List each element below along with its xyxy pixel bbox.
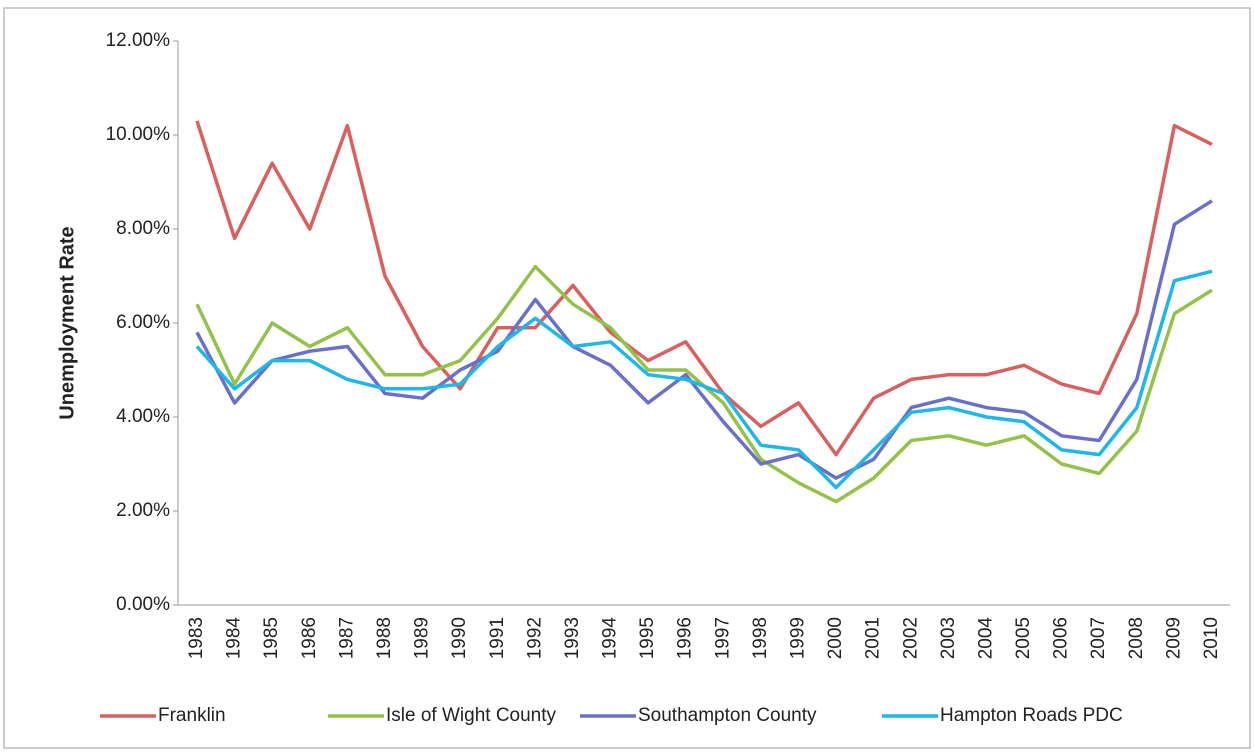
x-tick-label: 1999 [787, 617, 808, 659]
x-tick-label: 2009 [1163, 617, 1184, 659]
chart-frame [3, 7, 1251, 749]
series-line [195, 120, 1213, 457]
x-tick-label: 2007 [1088, 617, 1109, 659]
x-tick-label: 2004 [975, 617, 996, 660]
y-axis-label: Unemployment Rate [56, 226, 78, 419]
x-tick-label: 2010 [1201, 617, 1222, 659]
x-tick-label: 2008 [1126, 617, 1147, 659]
x-tick-label: 1995 [637, 617, 658, 659]
x-tick-label: 1993 [562, 617, 583, 659]
legend-label: Isle of Wight County [386, 705, 557, 726]
legend-label: Franklin [158, 705, 226, 726]
y-tick-label: 10.00% [106, 124, 171, 145]
series-line [195, 269, 1213, 490]
y-tick-label: 4.00% [116, 406, 170, 427]
x-tick-label: 1985 [261, 617, 282, 659]
x-tick-label: 2002 [900, 617, 921, 659]
y-tick-label: 2.00% [116, 500, 170, 521]
x-tick-label: 1986 [299, 617, 320, 659]
legend-label: Hampton Roads PDC [940, 705, 1123, 726]
x-tick-label: 1992 [524, 617, 545, 659]
x-tick-label: 1988 [374, 617, 395, 659]
x-tick-label: 1987 [336, 617, 357, 659]
y-tick-label: 12.00% [106, 30, 171, 51]
x-tick-label: 1984 [224, 617, 245, 660]
x-tick-label: 1997 [712, 617, 733, 659]
series-line [195, 199, 1213, 480]
x-tick-label: 1994 [600, 617, 621, 660]
x-tick-label: 2003 [938, 617, 959, 659]
legend-label: Southampton County [638, 705, 817, 726]
x-tick-label: 2006 [1051, 617, 1072, 659]
x-tick-label: 1989 [412, 617, 433, 659]
x-tick-label: 2000 [825, 617, 846, 659]
y-tick-label: 0.00% [116, 594, 170, 615]
x-tick-label: 1996 [675, 617, 696, 659]
x-tick-label: 1990 [449, 617, 470, 659]
x-tick-label: 1983 [186, 617, 207, 659]
x-tick-label: 2005 [1013, 617, 1034, 659]
y-tick-label: 8.00% [116, 218, 170, 239]
x-tick-label: 2001 [863, 617, 884, 659]
y-tick-label: 6.00% [116, 312, 170, 333]
x-tick-label: 1991 [487, 617, 508, 659]
x-tick-label: 1998 [750, 617, 771, 659]
